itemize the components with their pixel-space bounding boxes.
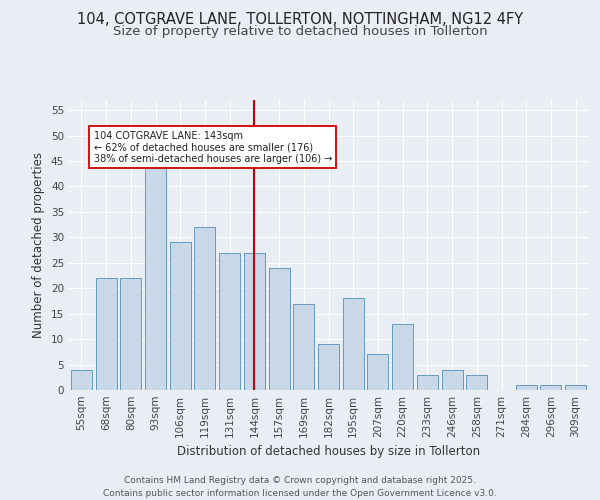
Bar xyxy=(293,304,314,390)
Text: Size of property relative to detached houses in Tollerton: Size of property relative to detached ho… xyxy=(113,25,487,38)
Bar xyxy=(442,370,463,390)
Y-axis label: Number of detached properties: Number of detached properties xyxy=(32,152,46,338)
Bar xyxy=(145,166,166,390)
Text: Contains HM Land Registry data © Crown copyright and database right 2025.
Contai: Contains HM Land Registry data © Crown c… xyxy=(103,476,497,498)
Bar xyxy=(95,278,116,390)
Bar xyxy=(71,370,92,390)
Bar xyxy=(565,385,586,390)
Bar xyxy=(541,385,562,390)
Bar xyxy=(367,354,388,390)
Bar xyxy=(194,227,215,390)
Bar xyxy=(269,268,290,390)
Bar xyxy=(417,374,438,390)
Bar xyxy=(392,324,413,390)
Bar xyxy=(466,374,487,390)
Bar xyxy=(318,344,339,390)
Text: 104, COTGRAVE LANE, TOLLERTON, NOTTINGHAM, NG12 4FY: 104, COTGRAVE LANE, TOLLERTON, NOTTINGHA… xyxy=(77,12,523,28)
X-axis label: Distribution of detached houses by size in Tollerton: Distribution of detached houses by size … xyxy=(177,446,480,458)
Bar xyxy=(516,385,537,390)
Bar xyxy=(343,298,364,390)
Bar xyxy=(170,242,191,390)
Bar xyxy=(120,278,141,390)
Bar xyxy=(219,252,240,390)
Bar xyxy=(244,252,265,390)
Text: 104 COTGRAVE LANE: 143sqm
← 62% of detached houses are smaller (176)
38% of semi: 104 COTGRAVE LANE: 143sqm ← 62% of detac… xyxy=(94,130,332,164)
